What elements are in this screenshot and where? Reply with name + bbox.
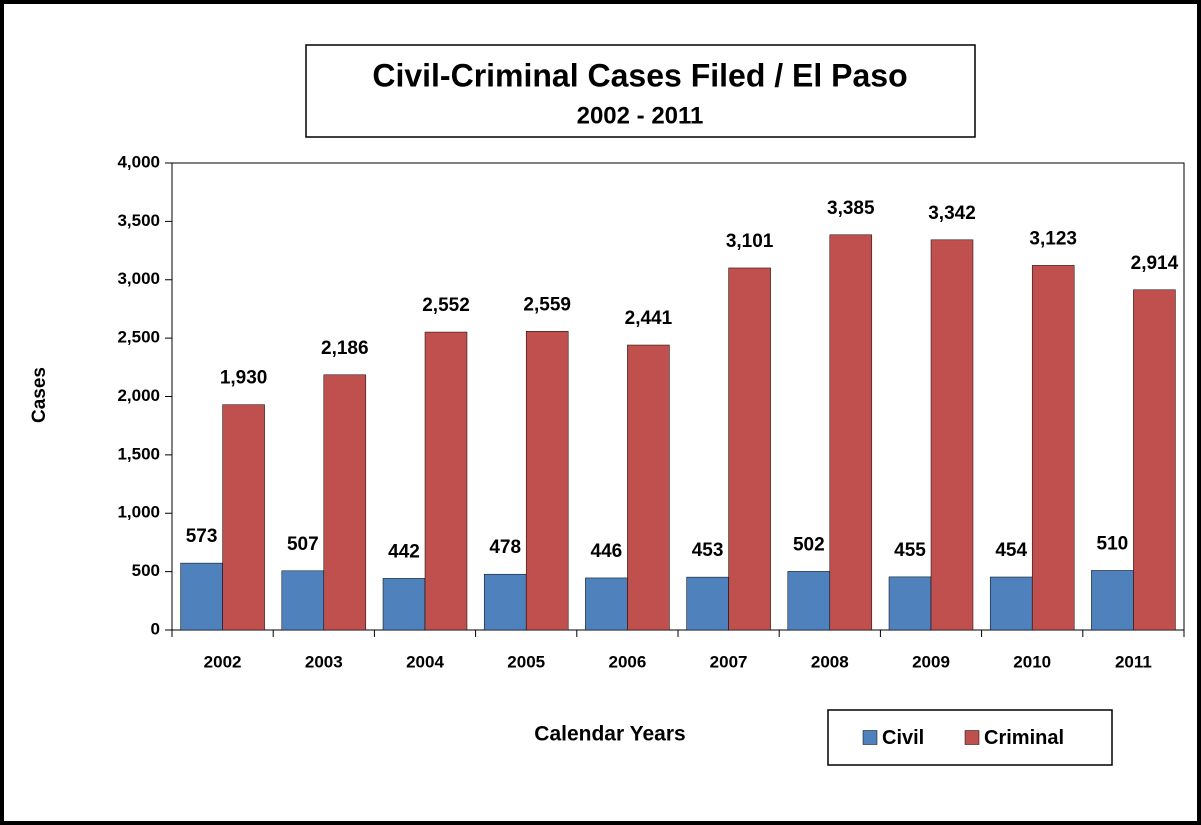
y-tick-label: 0 [151,619,160,638]
data-label: 455 [894,540,926,561]
data-label: 502 [793,534,825,555]
data-label: 3,342 [928,203,976,224]
bar [525,330,569,631]
data-label: 3,123 [1029,228,1077,249]
bar [1091,570,1134,631]
y-tick-label: 2,500 [117,328,160,347]
x-tick-label: 2003 [305,652,343,671]
bar [222,404,265,631]
y-tick-label: 3,500 [117,211,160,230]
x-tick-label: 2006 [608,652,646,671]
bar [728,267,771,631]
data-label: 478 [489,537,521,558]
y-tick-label: 3,000 [117,269,160,288]
bar [382,578,426,631]
bar [483,573,527,631]
y-axis-title: Cases [29,367,50,423]
bar [686,576,729,631]
y-tick-label: 1,500 [117,444,160,463]
x-tick-label: 2007 [710,652,748,671]
legend-label: Criminal [984,727,1064,749]
bar [323,374,367,631]
bar [989,576,1033,631]
chart-title: Civil-Criminal Cases Filed / El Paso [372,57,907,93]
data-label: 446 [591,541,623,562]
y-tick-label: 500 [132,561,160,580]
data-label: 2,914 [1131,253,1179,274]
bar [1031,265,1075,631]
data-label: 2,441 [625,308,673,329]
data-label: 573 [186,526,218,547]
x-tick-label: 2010 [1013,652,1051,671]
data-label: 442 [388,541,420,562]
y-tick-label: 2,000 [117,386,160,405]
x-tick-label: 2008 [811,652,849,671]
bar [930,239,974,631]
x-tick-label: 2011 [1115,652,1152,671]
bar [424,331,468,631]
bar [787,571,831,631]
bar [585,577,628,631]
bar [829,234,873,631]
bar [1133,289,1176,631]
chart-subtitle: 2002 - 2011 [577,102,704,129]
bar [888,576,932,631]
x-tick-label: 2004 [406,652,444,671]
x-tick-label: 2005 [507,652,545,671]
y-tick-label: 1,000 [117,503,160,522]
y-tick-label: 4,000 [117,152,160,171]
data-label: 510 [1097,533,1129,554]
data-label: 453 [692,540,724,561]
data-label: 2,186 [321,338,369,359]
data-label: 3,101 [726,231,774,252]
data-label: 507 [287,534,319,555]
bar [627,344,670,631]
legend-swatch [862,730,878,745]
data-label: 1,930 [220,368,268,389]
x-tick-label: 2009 [912,652,950,671]
title-box [305,44,976,138]
data-label: 2,559 [523,294,571,315]
bar [180,562,223,631]
data-label: 3,385 [827,198,875,219]
bar [281,570,325,631]
data-label: 2,552 [422,295,470,316]
legend-label: Civil [882,727,924,749]
legend-swatch [964,730,980,745]
x-axis-title: Calendar Years [534,723,685,746]
x-tick-label: 2002 [204,652,242,671]
data-label: 454 [995,540,1027,561]
